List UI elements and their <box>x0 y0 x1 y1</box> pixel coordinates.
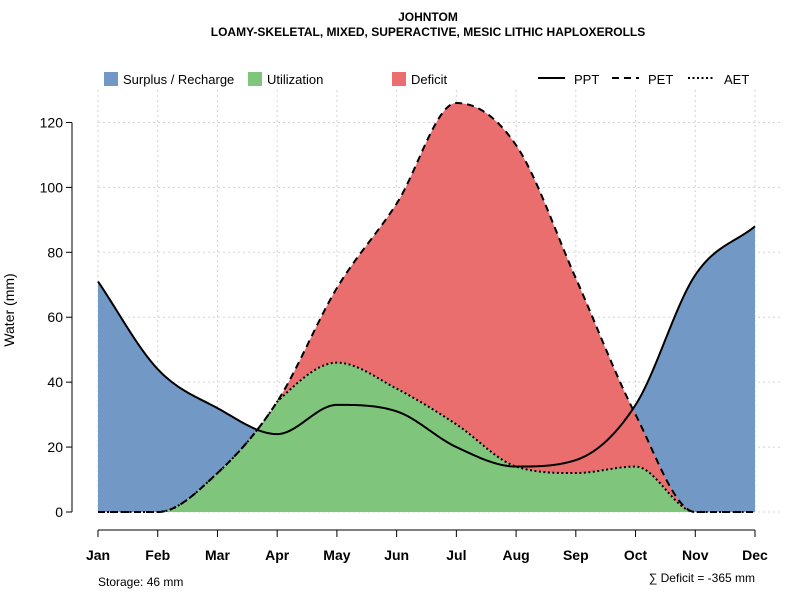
y-axis-title: Water (mm) <box>1 273 17 346</box>
surplus-recharge-area <box>98 226 755 512</box>
y-tick-label: 100 <box>40 179 64 195</box>
x-tick-label-aug: Aug <box>502 547 529 563</box>
x-tick-label-oct: Oct <box>624 547 648 563</box>
y-tick-label: 60 <box>47 309 63 325</box>
x-tick-label-jun: Jun <box>384 547 409 563</box>
x-tick-label-dec: Dec <box>742 547 768 563</box>
y-tick-label: 20 <box>47 439 63 455</box>
legend-label: Utilization <box>267 72 323 87</box>
x-tick-label-jan: Jan <box>86 547 110 563</box>
x-tick-label-mar: Mar <box>205 547 230 563</box>
legend-swatch <box>104 72 118 86</box>
deficit-note: ∑ Deficit = -365 mm <box>649 571 755 585</box>
area-fills <box>98 102 755 512</box>
y-tick-label: 120 <box>40 114 64 130</box>
chart-title: JOHNTOM <box>398 10 458 24</box>
x-tick-label-may: May <box>323 547 350 563</box>
storage-note: Storage: 46 mm <box>98 575 183 589</box>
aet-line <box>98 361 755 513</box>
y-tick-label: 80 <box>47 244 63 260</box>
legend-label: Deficit <box>411 72 448 87</box>
legend-label: Surplus / Recharge <box>123 72 234 87</box>
y-tick-label: 0 <box>55 504 63 520</box>
legend-swatch <box>248 72 262 86</box>
series-lines <box>97 101 756 513</box>
x-tick-label-jul: Jul <box>446 547 466 563</box>
legend-line-label: PPT <box>574 72 599 87</box>
x-tick-label-sep: Sep <box>563 547 589 563</box>
utilization-area <box>98 362 755 512</box>
x-tick-label-apr: Apr <box>265 547 290 563</box>
y-tick-label: 40 <box>47 374 63 390</box>
deficit-area <box>98 102 755 512</box>
legend-swatch <box>392 72 406 86</box>
x-tick-label-nov: Nov <box>682 547 709 563</box>
legend-line-label: AET <box>724 72 749 87</box>
legend-line-label: PET <box>648 72 673 87</box>
axes: 0 20 40 60 80 100 120 Jan Feb Mar Apr May Jun Jul Aug S… <box>40 114 768 563</box>
legend: Surplus / Recharge Utilization Deficit PPT P… <box>104 72 749 87</box>
x-tick-label-feb: Feb <box>145 547 170 563</box>
ppt-line <box>97 225 756 468</box>
chart-subtitle: LOAMY-SKELETAL, MIXED, SUPERACTIVE, MESI… <box>211 25 645 39</box>
